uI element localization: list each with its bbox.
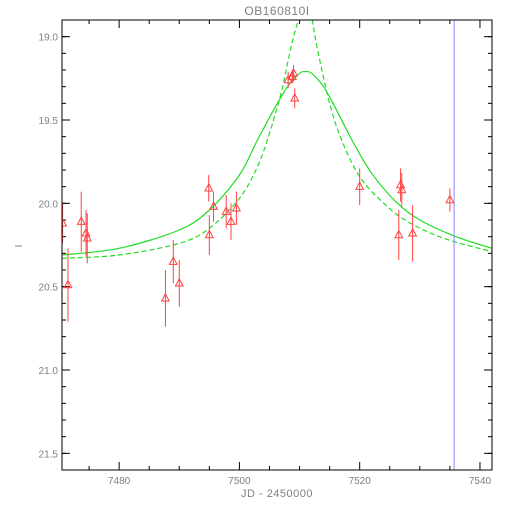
data-point [174,277,184,287]
y-tick-label: 19.5 [39,116,59,127]
y-tick-label: 20.5 [39,283,59,294]
y-tick-label: 21.5 [39,449,59,460]
data-point [231,202,242,212]
data-point [290,92,300,102]
data-point [62,217,68,227]
data-point [63,279,73,289]
x-tick-label: 7480 [108,476,131,487]
x-axis: 7480 7500 7520 7540 [88,20,492,487]
chart-title: OB160810I [244,4,309,18]
x-axis-label: JD - 2450000 [241,488,313,500]
data-point [394,229,404,239]
model-curves [62,20,492,470]
model-curve-dashed [62,20,492,259]
data-point [397,184,407,194]
y-axis: 19.0 19.5 20.0 20.5 21.0 21.5 [39,19,492,471]
data-point [445,194,455,204]
data-point [82,232,92,242]
data-point [208,201,219,210]
model-curve-solid [62,70,492,256]
y-tick-label: 20.0 [39,199,59,210]
data-point [407,227,418,237]
x-tick-label: 7540 [469,476,492,487]
data-point [204,229,215,239]
data-point [168,256,178,265]
x-tick-label: 7500 [228,476,251,487]
y-tick-label: 19.0 [39,33,59,44]
data-point [204,182,214,192]
data-point [221,206,231,215]
x-tick-label: 7520 [349,476,372,487]
y-tick-label: 21.0 [39,366,59,377]
data-points [62,65,455,327]
data-point [355,181,365,190]
plot-area [62,20,492,470]
data-point [160,292,171,302]
y-axis-label: I [14,245,25,248]
plot-frame [61,19,493,471]
data-point [76,216,86,225]
data-point [226,216,236,225]
data-point [288,67,299,77]
